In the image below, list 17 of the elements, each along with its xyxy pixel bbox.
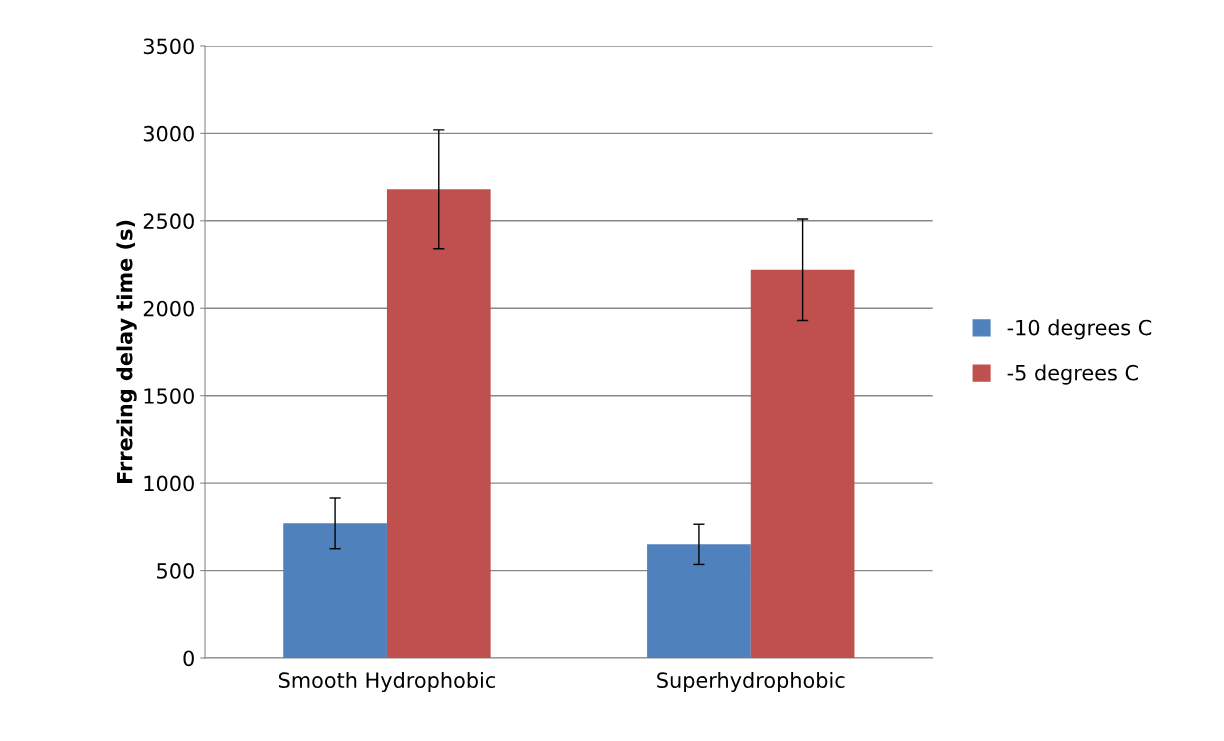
y-tick-label: 2000 — [143, 300, 194, 317]
bar — [386, 189, 491, 659]
y-axis-title: Frrezing delay time (s) — [116, 220, 137, 484]
x-tick-label: Smooth Hydrophobic — [278, 671, 495, 693]
bar — [750, 269, 855, 659]
bar — [647, 544, 751, 659]
legend-label: -5 degrees C — [1007, 364, 1138, 385]
y-tick-label: 1500 — [144, 388, 194, 404]
y-tick-label: 0 — [183, 650, 194, 667]
legend-label: -10 degrees C — [1007, 319, 1152, 340]
y-tick-label: 2500 — [143, 213, 194, 230]
bar — [283, 523, 387, 659]
y-tick-label: 1000 — [144, 475, 194, 492]
y-tick-label: 3000 — [143, 125, 194, 142]
y-tick-label: 3500 — [143, 38, 194, 55]
x-tick-label: Superhydrophobic — [657, 671, 845, 693]
y-tick-label: 500 — [157, 563, 194, 579]
